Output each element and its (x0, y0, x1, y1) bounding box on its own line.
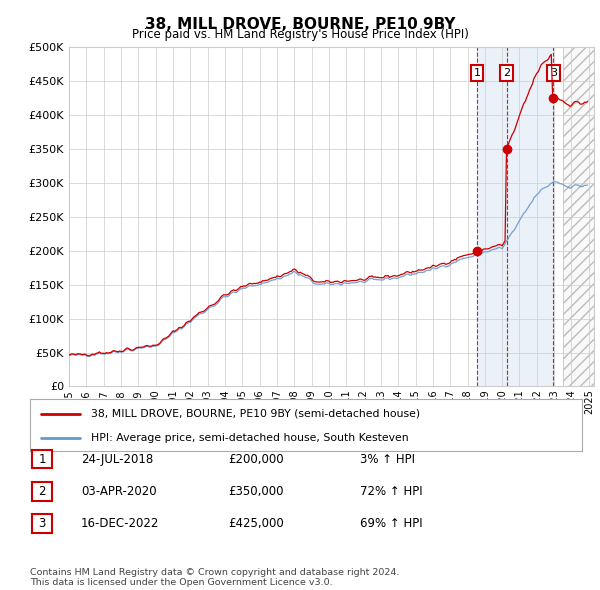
Text: Contains HM Land Registry data © Crown copyright and database right 2024.
This d: Contains HM Land Registry data © Crown c… (30, 568, 400, 587)
Text: 1: 1 (473, 68, 481, 78)
Bar (477, 47, 506, 386)
Text: £425,000: £425,000 (228, 517, 284, 530)
Text: 2: 2 (503, 68, 510, 78)
Text: 69% ↑ HPI: 69% ↑ HPI (360, 517, 422, 530)
Text: 3: 3 (550, 68, 557, 78)
Text: 3: 3 (38, 517, 46, 530)
Text: 72% ↑ HPI: 72% ↑ HPI (360, 485, 422, 498)
Text: £200,000: £200,000 (228, 453, 284, 466)
Text: Price paid vs. HM Land Registry's House Price Index (HPI): Price paid vs. HM Land Registry's House … (131, 28, 469, 41)
Bar (506, 47, 553, 386)
Text: 16-DEC-2022: 16-DEC-2022 (81, 517, 160, 530)
Text: 03-APR-2020: 03-APR-2020 (81, 485, 157, 498)
Text: 38, MILL DROVE, BOURNE, PE10 9BY: 38, MILL DROVE, BOURNE, PE10 9BY (145, 17, 455, 31)
Text: HPI: Average price, semi-detached house, South Kesteven: HPI: Average price, semi-detached house,… (91, 434, 409, 443)
Text: 38, MILL DROVE, BOURNE, PE10 9BY (semi-detached house): 38, MILL DROVE, BOURNE, PE10 9BY (semi-d… (91, 409, 420, 419)
Text: 1: 1 (38, 453, 46, 466)
Text: 2: 2 (38, 485, 46, 498)
Text: £350,000: £350,000 (228, 485, 284, 498)
Text: 24-JUL-2018: 24-JUL-2018 (81, 453, 153, 466)
Text: 3% ↑ HPI: 3% ↑ HPI (360, 453, 415, 466)
